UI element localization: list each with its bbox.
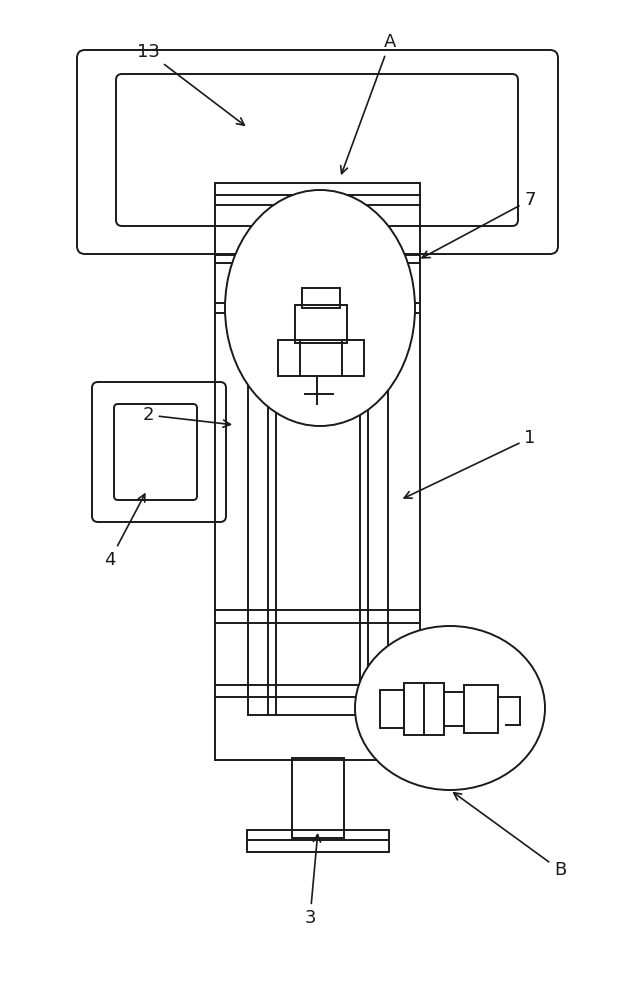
Bar xyxy=(444,692,464,726)
Text: 2: 2 xyxy=(143,406,230,427)
Text: 3: 3 xyxy=(304,835,320,927)
Ellipse shape xyxy=(355,626,545,790)
Bar xyxy=(295,305,347,343)
Bar xyxy=(278,340,364,376)
Text: A: A xyxy=(341,33,396,174)
Bar xyxy=(404,683,444,735)
Text: 1: 1 xyxy=(404,429,535,498)
Bar xyxy=(380,690,404,728)
Text: 4: 4 xyxy=(104,494,145,569)
Ellipse shape xyxy=(225,190,415,426)
Bar xyxy=(247,830,389,852)
Text: 7: 7 xyxy=(422,191,536,258)
Bar xyxy=(215,255,420,760)
Bar xyxy=(292,758,344,838)
Text: B: B xyxy=(454,793,566,879)
Bar xyxy=(464,685,498,733)
Bar xyxy=(215,183,420,263)
Bar xyxy=(248,275,388,715)
Bar xyxy=(302,288,340,308)
Text: 13: 13 xyxy=(137,43,245,125)
